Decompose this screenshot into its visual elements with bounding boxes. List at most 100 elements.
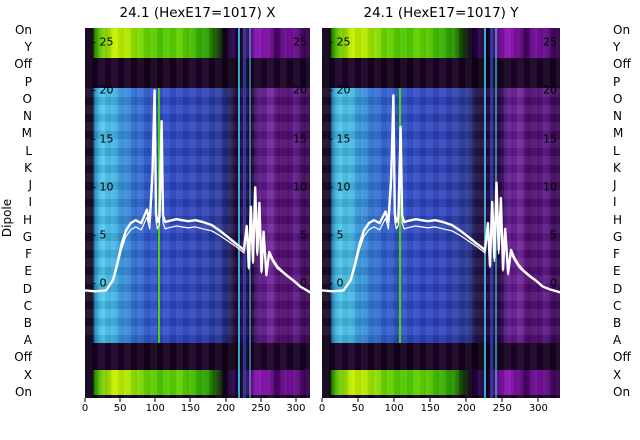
y-tick-label: 0 xyxy=(300,276,307,290)
x-tick-label: 150 xyxy=(180,403,201,414)
row-label: G xyxy=(22,229,32,244)
heatmap-band-dark-top xyxy=(85,58,310,88)
blue-vertical-stripe xyxy=(243,28,247,398)
row-label: On xyxy=(14,384,32,399)
y-tick-label: - 20 xyxy=(92,83,114,97)
x-tick-mark xyxy=(393,398,395,402)
heatmap-band-green-top xyxy=(85,28,310,58)
row-label: J xyxy=(613,178,617,193)
row-label: Off xyxy=(613,57,631,72)
row-label: D xyxy=(22,281,32,296)
row-label: M xyxy=(613,126,624,141)
y-tick-label: 20 xyxy=(293,83,307,97)
heatmap-band-interior xyxy=(322,88,560,343)
plot-title: 24.1 (HexE17=1017) Y xyxy=(363,5,519,21)
row-label: On xyxy=(613,23,631,37)
heatmap-band-green-bottom xyxy=(85,370,310,395)
row-label: L xyxy=(25,143,32,158)
row-label: Y xyxy=(24,40,32,55)
heatmap-column-texture xyxy=(322,28,560,398)
heatmap-column-texture xyxy=(85,28,310,398)
x-tick-mark xyxy=(189,398,191,402)
x-tick-label: 250 xyxy=(251,403,271,414)
x-tick-mark xyxy=(119,398,121,402)
heatmap-band-foot xyxy=(85,395,310,398)
row-label: K xyxy=(613,160,621,175)
row-label: H xyxy=(613,212,623,227)
row-label: C xyxy=(613,298,622,313)
y-tick-label: 0 xyxy=(550,276,557,290)
row-label: J xyxy=(28,178,32,193)
row-label: I xyxy=(613,195,617,210)
row-label: L xyxy=(613,143,620,158)
x-tick-mark xyxy=(260,398,262,402)
cyan-vertical-stripe xyxy=(238,28,241,398)
heatmap-band-dark-top xyxy=(322,58,560,88)
row-label: F xyxy=(25,247,32,262)
heatmap-canvas: - 25 25 - 20 20 - 15 15 - 10 10 - 5 5 - 0 0 xyxy=(322,28,560,398)
x-tick-mark xyxy=(357,398,359,402)
y-tick-label: 5 xyxy=(550,228,557,242)
heatmap-band-green-bottom xyxy=(322,370,560,395)
y-tick-label: 5 xyxy=(300,228,307,242)
row-label: C xyxy=(23,298,32,313)
x-tick-mark xyxy=(154,398,156,402)
y-tick-label: 20 xyxy=(543,83,557,97)
x-tick-label: 250 xyxy=(492,403,512,414)
plot-title: 24.1 (HexE17=1017) X xyxy=(119,5,276,21)
row-label: N xyxy=(613,109,622,124)
right-row-labels: On Y Off P O N M L K J I H G F E D C B A Off X On xyxy=(612,24,640,398)
overlay-traces xyxy=(85,89,310,294)
y-tick-label: - 5 xyxy=(92,228,107,242)
y-tick-label: 10 xyxy=(293,180,307,194)
y-tick-label: - 20 xyxy=(329,83,351,97)
row-label: P xyxy=(613,74,621,89)
x-tick-mark xyxy=(225,398,227,402)
overlay-trace xyxy=(322,94,560,294)
heatmap-band-dark-bottom xyxy=(322,343,560,370)
row-label: I xyxy=(28,195,32,210)
y-tick-label: - 25 xyxy=(92,35,114,49)
row-label: Off xyxy=(14,57,32,72)
row-label: A xyxy=(23,333,32,348)
x-tick-label: 0 xyxy=(318,403,326,414)
x-tick-label: 200 xyxy=(216,403,236,414)
row-label: A xyxy=(613,333,622,348)
row-label: N xyxy=(23,109,32,124)
y-tick-label: - 15 xyxy=(329,132,351,146)
x-tick-mark xyxy=(465,398,467,402)
x-tick-mark xyxy=(84,398,86,402)
row-label: Off xyxy=(14,350,32,365)
y-tick-label: 25 xyxy=(293,35,307,49)
row-label: B xyxy=(23,315,32,330)
heatmap-row-texture xyxy=(85,88,310,343)
x-axis-ticks: 0 50 100 150 200 250 300 xyxy=(81,403,310,418)
y-tick-label: 25 xyxy=(543,35,557,49)
heatmap-canvas: - 25 25 - 20 20 - 15 15 - 10 10 - 5 5 - 0 0 xyxy=(85,28,310,398)
y-tick-label: 15 xyxy=(543,132,557,146)
row-label: On xyxy=(14,23,32,37)
row-label: Y xyxy=(613,40,621,55)
x-tick-mark xyxy=(429,398,431,402)
overlay-trace xyxy=(322,110,560,293)
x-tick-label: 300 xyxy=(528,403,548,414)
y-tick-label: - 10 xyxy=(329,180,351,194)
row-label: K xyxy=(24,160,32,175)
x-tick-label: 0 xyxy=(81,403,89,414)
green-vertical-stripe xyxy=(399,88,402,343)
row-label: X xyxy=(613,367,622,382)
row-label: On xyxy=(613,384,631,399)
heatmap-band-interior xyxy=(85,88,310,343)
y-tick-label: - 25 xyxy=(329,35,351,49)
x-tick-mark xyxy=(321,398,323,402)
y-tick-label: - 0 xyxy=(92,276,107,290)
x-tick-label: 50 xyxy=(113,403,127,414)
x-tick-label: 100 xyxy=(145,403,165,414)
y-tick-label: - 15 xyxy=(92,132,114,146)
heatmap-row-texture xyxy=(322,88,560,343)
row-label: X xyxy=(23,367,32,382)
row-label: O xyxy=(613,91,623,106)
row-label: D xyxy=(613,281,623,296)
overlay-trace xyxy=(85,106,310,293)
